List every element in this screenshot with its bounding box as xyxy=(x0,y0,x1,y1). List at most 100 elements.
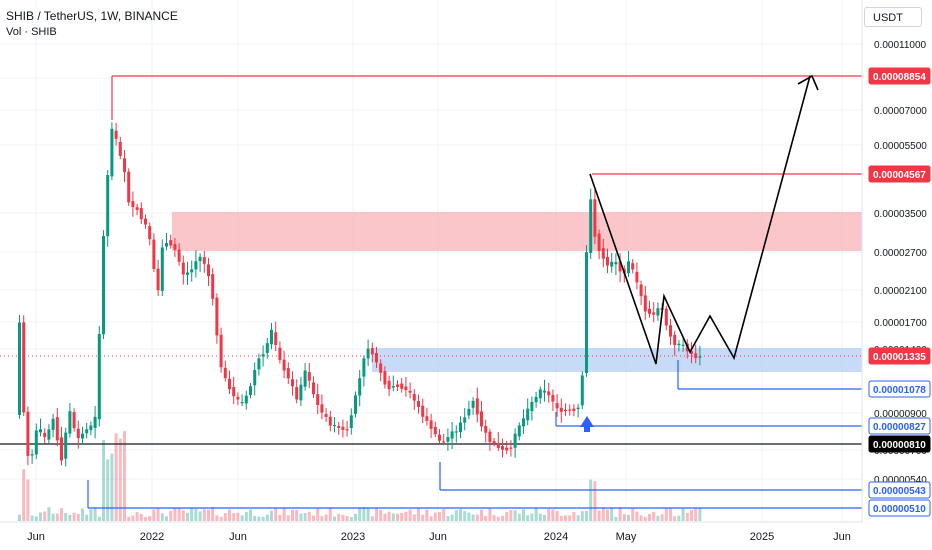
volume-bar xyxy=(580,511,584,521)
candle-body xyxy=(564,409,567,412)
volume-bar xyxy=(160,513,164,521)
candle-body xyxy=(114,130,118,139)
volume-bar xyxy=(589,479,593,521)
volume-bar xyxy=(303,513,307,521)
volume-bar xyxy=(391,513,395,521)
volume-bar xyxy=(585,510,588,521)
volume-bar xyxy=(55,513,59,521)
volume-bar xyxy=(76,513,80,521)
zone-support xyxy=(372,348,862,372)
projection-drawing xyxy=(580,74,819,432)
price-label: 0.00004567 xyxy=(873,170,926,181)
candle-body xyxy=(89,425,93,431)
candle-body xyxy=(517,425,521,437)
volume-bar xyxy=(307,511,311,521)
candle-body xyxy=(76,428,80,439)
candle-body xyxy=(270,329,273,345)
price-label: 0.00000827 xyxy=(873,422,926,433)
volume-bar xyxy=(429,516,433,521)
candles-layer xyxy=(18,122,702,467)
volume-bar xyxy=(643,516,647,521)
volume-bar xyxy=(694,507,698,521)
candle-body xyxy=(412,394,416,401)
volume-bar xyxy=(627,514,630,521)
candle-body xyxy=(484,425,488,433)
volume-bar xyxy=(446,516,450,521)
volume-bar xyxy=(631,508,635,521)
price-label-box xyxy=(868,481,931,499)
volume-bar xyxy=(387,511,391,521)
candle-body xyxy=(429,420,433,429)
volume-bar xyxy=(354,513,357,521)
candle-body xyxy=(81,433,84,439)
volume-bar xyxy=(219,516,223,521)
candle-body xyxy=(530,401,534,412)
candle-body xyxy=(244,395,248,404)
volume-bar xyxy=(559,515,563,521)
volume-bar xyxy=(496,516,500,521)
volume-bar xyxy=(22,469,26,521)
candle-body xyxy=(576,407,580,409)
candle-body xyxy=(207,264,210,276)
volume-bar xyxy=(450,514,454,521)
volume-bar xyxy=(349,516,353,521)
candle-body xyxy=(387,380,391,390)
candle-body xyxy=(408,390,412,393)
candle-body xyxy=(505,447,509,451)
candle-body xyxy=(47,429,51,440)
volume-bar xyxy=(404,511,408,521)
volume-bar xyxy=(89,509,93,521)
volume-bar xyxy=(261,516,265,521)
volume-bar xyxy=(412,514,416,521)
volume-bar xyxy=(555,511,559,521)
candle-body xyxy=(253,369,257,386)
candle-body xyxy=(572,408,576,412)
time-axis[interactable]: Jun 2022 Jun 2023 Jun 2024 May 2025 Jun xyxy=(0,521,862,543)
candle-body xyxy=(631,263,635,270)
price-label-box xyxy=(868,380,931,398)
volume-bar xyxy=(572,512,576,521)
candle-body xyxy=(72,412,76,429)
candle-body xyxy=(181,262,185,275)
currency-selector[interactable]: USDT xyxy=(864,7,922,27)
candle-body xyxy=(475,398,479,415)
volume-bar xyxy=(442,509,446,521)
volume-bar xyxy=(597,510,601,521)
price-tick-label: 0.00000900 xyxy=(874,409,927,420)
candle-body xyxy=(383,371,387,385)
volume-bar xyxy=(337,513,341,521)
candle-body xyxy=(60,437,63,461)
candle-body xyxy=(328,416,332,426)
candle-body xyxy=(421,405,425,417)
price-axis[interactable]: 0.00011000 0.00007000 0.00005500 0.00003500… xyxy=(861,0,931,522)
volume-bar xyxy=(64,512,68,521)
price-label-box xyxy=(868,499,931,517)
volume-bar xyxy=(669,508,672,521)
price-label: 0.00000810 xyxy=(873,440,926,451)
volume-bar xyxy=(513,510,517,521)
candle-body xyxy=(643,295,647,312)
volume-bar xyxy=(358,508,362,521)
candle-body xyxy=(232,387,236,397)
volume-bar xyxy=(181,510,185,521)
candle-body xyxy=(228,378,231,390)
volume-bar xyxy=(265,514,269,521)
candle-body xyxy=(635,271,639,283)
volume-bar xyxy=(286,515,290,521)
volume-bar xyxy=(148,515,152,521)
candle-body xyxy=(64,432,68,459)
price-tick-label: 0.00000540 xyxy=(874,475,927,486)
volume-bar xyxy=(538,513,542,521)
volume-bar xyxy=(370,516,374,521)
volume-bar xyxy=(656,515,660,521)
time-tick-label: 2022 xyxy=(140,531,164,543)
candle-body xyxy=(307,372,311,381)
volume-bar xyxy=(622,514,626,521)
volume-bar xyxy=(522,509,525,521)
volume-bar xyxy=(274,507,278,521)
up-arrow-icon xyxy=(580,416,594,432)
volume-bar xyxy=(484,516,488,521)
candle-body xyxy=(513,433,517,448)
volume-bar xyxy=(228,509,231,521)
